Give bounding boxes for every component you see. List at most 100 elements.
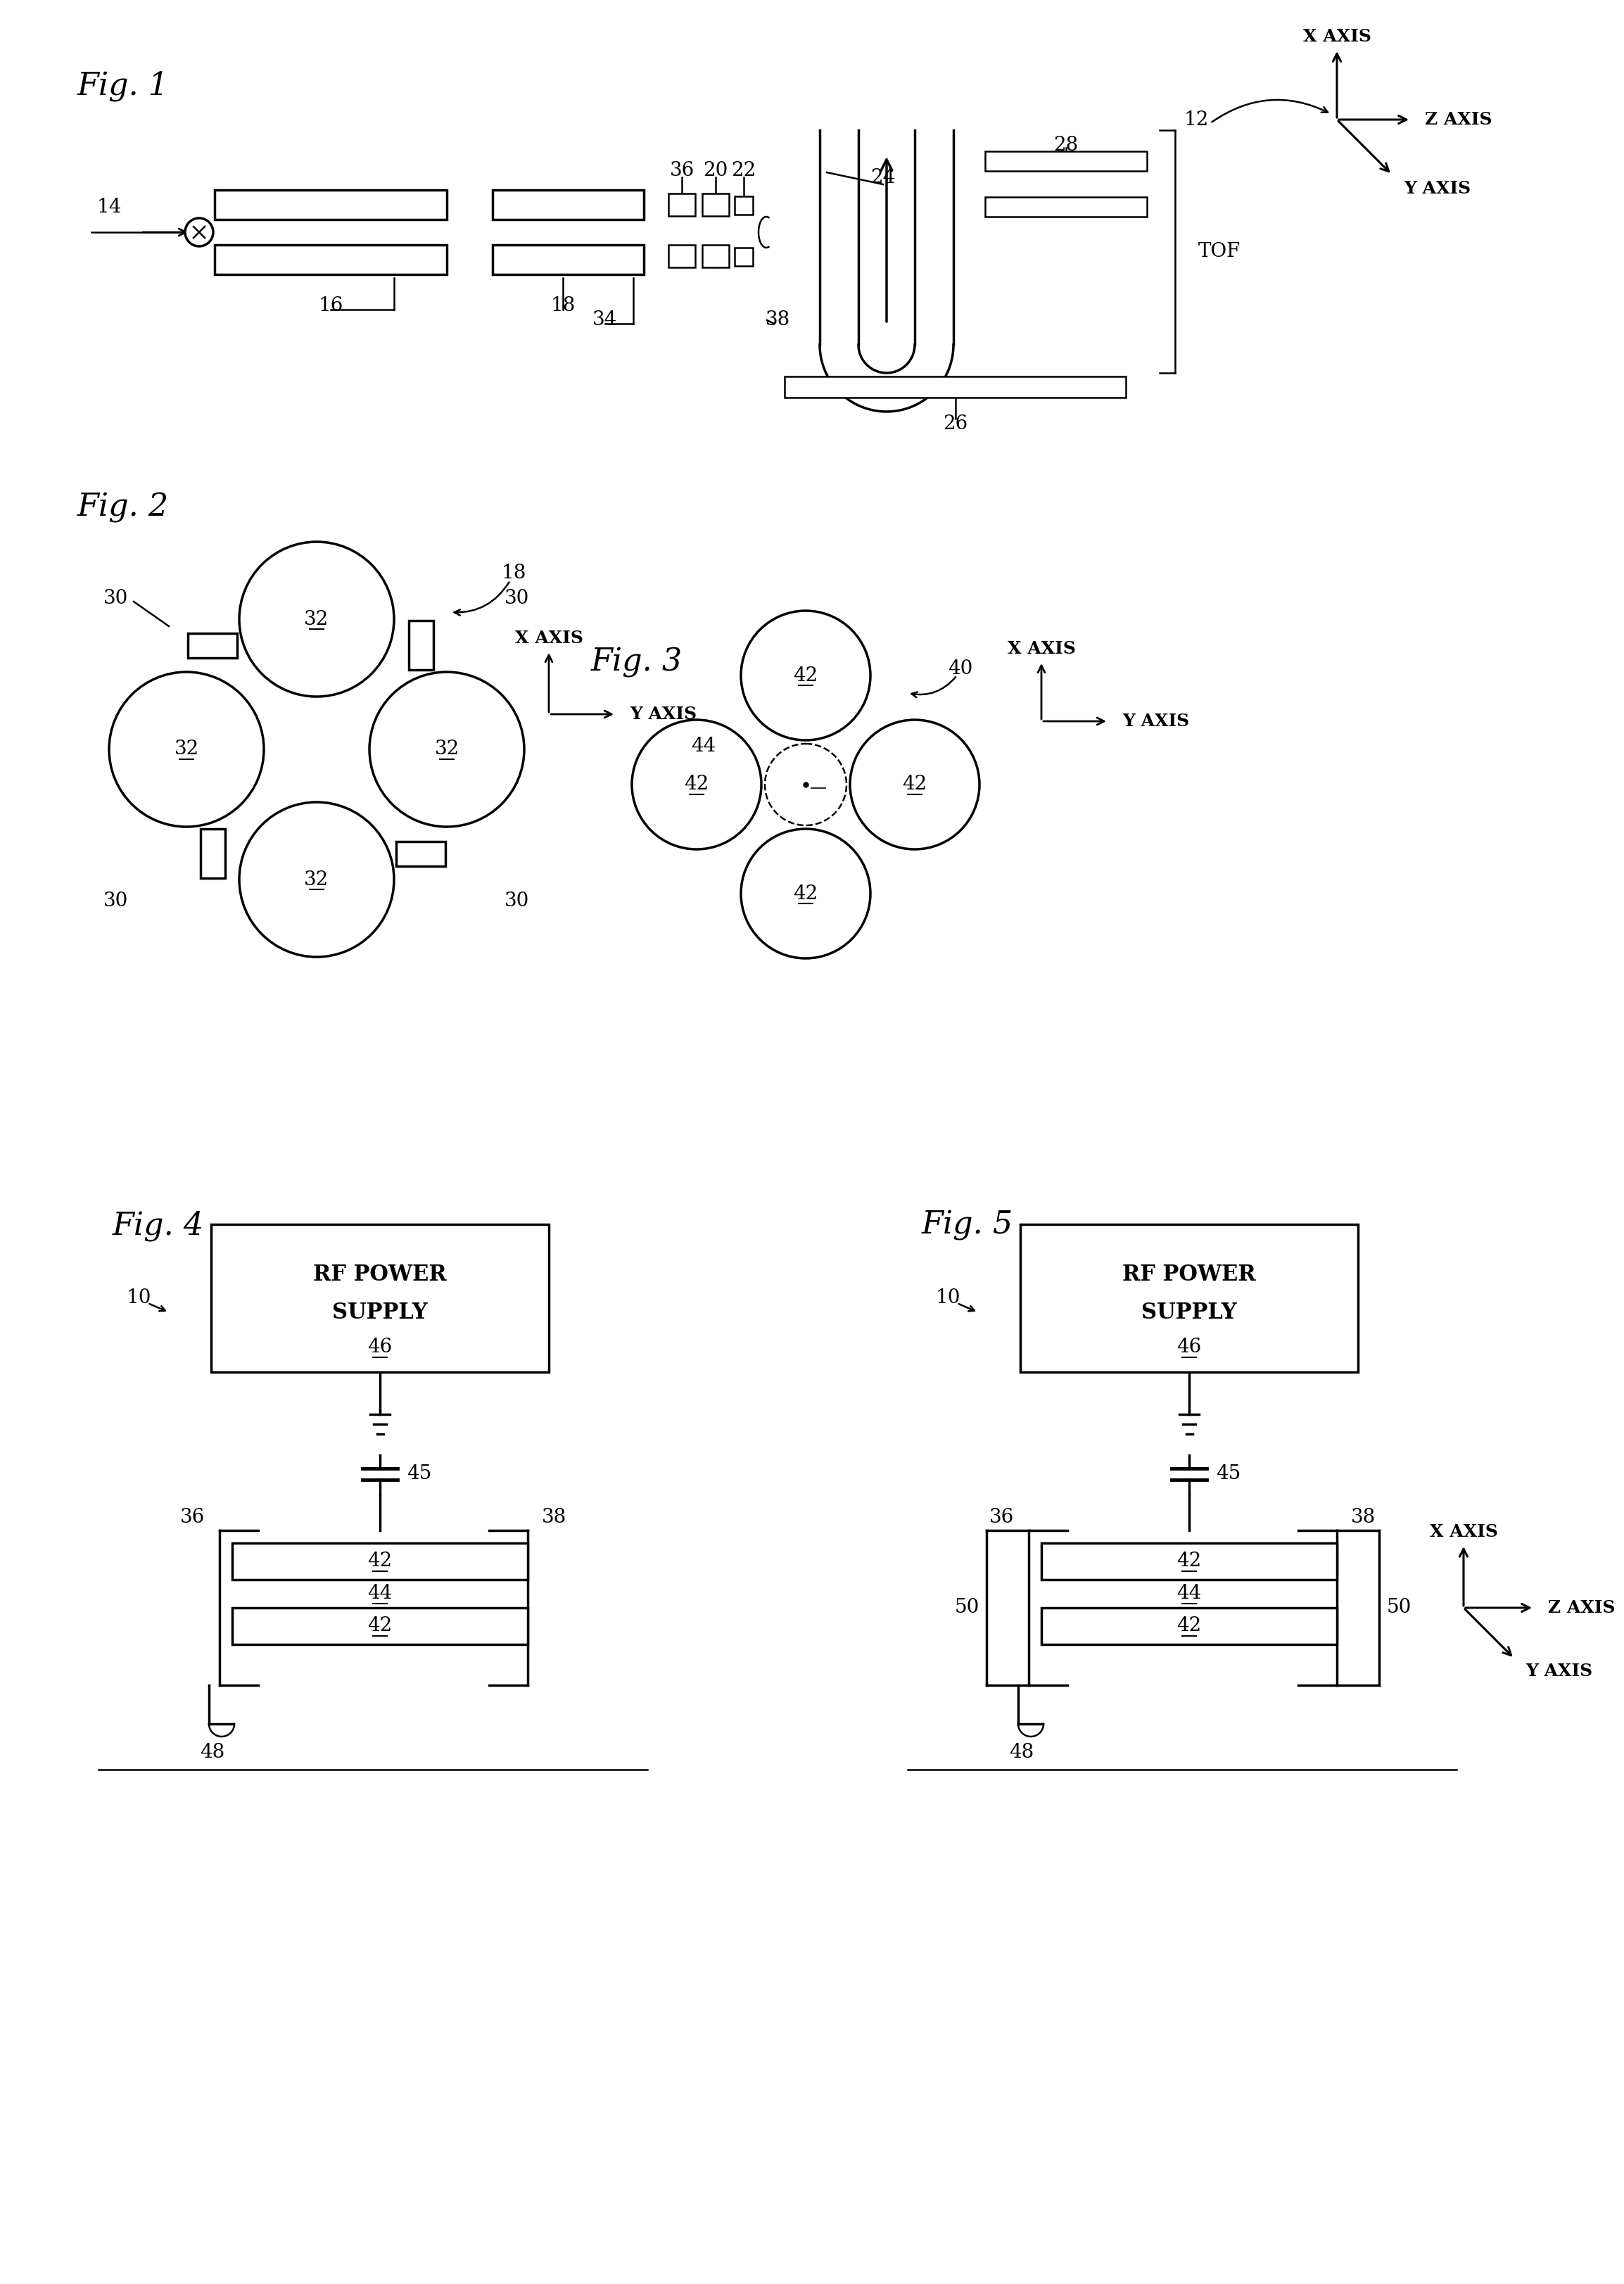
Text: 30: 30 bbox=[104, 589, 128, 608]
Circle shape bbox=[109, 671, 263, 827]
Text: Z AXIS: Z AXIS bbox=[1424, 112, 1492, 128]
Text: Z AXIS: Z AXIS bbox=[1548, 1599, 1616, 1617]
Polygon shape bbox=[200, 829, 224, 877]
Text: 38: 38 bbox=[767, 311, 791, 329]
Text: X AXIS: X AXIS bbox=[1302, 27, 1371, 46]
Bar bbox=[232, 1608, 528, 1644]
Text: 30: 30 bbox=[104, 891, 128, 909]
Text: 34: 34 bbox=[593, 311, 617, 329]
Bar bbox=[492, 190, 643, 219]
Bar bbox=[986, 151, 1147, 171]
Text: 28: 28 bbox=[1054, 135, 1078, 155]
Text: 32: 32 bbox=[304, 870, 330, 888]
Text: 10: 10 bbox=[935, 1288, 961, 1309]
Text: SUPPLY: SUPPLY bbox=[333, 1302, 427, 1322]
Text: 44: 44 bbox=[692, 735, 716, 756]
Text: RF POWER: RF POWER bbox=[1122, 1263, 1255, 1286]
Bar bbox=[702, 244, 729, 267]
Text: 42: 42 bbox=[367, 1617, 393, 1635]
Text: X AXIS: X AXIS bbox=[1007, 640, 1075, 658]
Text: 10: 10 bbox=[127, 1288, 151, 1309]
Text: Y AXIS: Y AXIS bbox=[1122, 713, 1189, 729]
Text: Fig. 5: Fig. 5 bbox=[922, 1211, 1013, 1240]
Text: 45: 45 bbox=[406, 1464, 432, 1485]
Text: 20: 20 bbox=[703, 160, 728, 180]
Bar bbox=[232, 1544, 528, 1581]
Text: 36: 36 bbox=[180, 1507, 205, 1528]
Bar bbox=[1020, 1224, 1358, 1373]
Bar bbox=[734, 247, 754, 265]
Text: 44: 44 bbox=[367, 1585, 393, 1603]
Circle shape bbox=[741, 829, 870, 959]
Text: X AXIS: X AXIS bbox=[1429, 1523, 1497, 1539]
Text: 42: 42 bbox=[367, 1551, 393, 1571]
Text: Fig. 4: Fig. 4 bbox=[112, 1211, 205, 1240]
Text: 48: 48 bbox=[1009, 1743, 1034, 1761]
Text: 16: 16 bbox=[318, 297, 343, 315]
Circle shape bbox=[185, 219, 213, 247]
Bar bbox=[669, 194, 695, 217]
Bar bbox=[214, 244, 447, 274]
Polygon shape bbox=[409, 621, 434, 669]
Text: 18: 18 bbox=[551, 297, 575, 315]
Text: 32: 32 bbox=[174, 740, 198, 758]
Text: X AXIS: X AXIS bbox=[515, 630, 583, 646]
Text: 30: 30 bbox=[505, 589, 529, 608]
Text: Y AXIS: Y AXIS bbox=[1525, 1663, 1593, 1679]
Polygon shape bbox=[188, 633, 237, 658]
Text: 42: 42 bbox=[793, 884, 818, 902]
Text: 50: 50 bbox=[1387, 1599, 1411, 1617]
Circle shape bbox=[765, 745, 846, 825]
Text: SUPPLY: SUPPLY bbox=[1142, 1302, 1237, 1322]
Text: 32: 32 bbox=[434, 740, 460, 758]
Bar bbox=[784, 377, 1125, 397]
Text: 18: 18 bbox=[502, 564, 526, 582]
Text: 38: 38 bbox=[542, 1507, 567, 1528]
Text: 48: 48 bbox=[200, 1743, 224, 1761]
Bar bbox=[1041, 1608, 1337, 1644]
Text: 38: 38 bbox=[1351, 1507, 1376, 1528]
Text: 24: 24 bbox=[870, 167, 895, 187]
Bar bbox=[1041, 1544, 1337, 1581]
Circle shape bbox=[741, 610, 870, 740]
Bar bbox=[214, 190, 447, 219]
Text: 42: 42 bbox=[1177, 1617, 1202, 1635]
Text: 50: 50 bbox=[955, 1599, 979, 1617]
Text: Y AXIS: Y AXIS bbox=[1403, 180, 1471, 196]
Text: Fig. 2: Fig. 2 bbox=[78, 493, 169, 523]
Text: 30: 30 bbox=[505, 891, 529, 909]
Text: 42: 42 bbox=[793, 667, 818, 685]
Text: Fig. 1: Fig. 1 bbox=[78, 71, 169, 100]
Text: r0: r0 bbox=[812, 779, 830, 795]
Text: TOF: TOF bbox=[1199, 242, 1241, 260]
Circle shape bbox=[239, 802, 395, 957]
Bar bbox=[492, 244, 643, 274]
Bar bbox=[669, 244, 695, 267]
Text: 40: 40 bbox=[948, 660, 973, 678]
Circle shape bbox=[849, 719, 979, 850]
Text: 36: 36 bbox=[669, 160, 693, 180]
Circle shape bbox=[239, 541, 395, 697]
Text: 26: 26 bbox=[944, 416, 968, 434]
Text: 22: 22 bbox=[731, 160, 757, 180]
Text: 42: 42 bbox=[684, 774, 710, 795]
Text: 46: 46 bbox=[1177, 1338, 1202, 1357]
Circle shape bbox=[369, 671, 525, 827]
Polygon shape bbox=[396, 841, 445, 866]
Text: 42: 42 bbox=[1177, 1551, 1202, 1571]
Text: RF POWER: RF POWER bbox=[313, 1263, 447, 1286]
Text: 46: 46 bbox=[367, 1338, 393, 1357]
Bar bbox=[986, 196, 1147, 217]
Bar bbox=[702, 194, 729, 217]
Text: Y AXIS: Y AXIS bbox=[630, 706, 697, 722]
Bar bbox=[211, 1224, 549, 1373]
Bar bbox=[734, 196, 754, 215]
Text: 42: 42 bbox=[903, 774, 927, 795]
Text: 44: 44 bbox=[1177, 1585, 1202, 1603]
Circle shape bbox=[632, 719, 762, 850]
Text: 12: 12 bbox=[1184, 110, 1208, 130]
Text: 14: 14 bbox=[96, 199, 122, 217]
Text: 32: 32 bbox=[304, 610, 330, 628]
Text: Fig. 3: Fig. 3 bbox=[591, 646, 682, 678]
Text: 36: 36 bbox=[989, 1507, 1015, 1528]
